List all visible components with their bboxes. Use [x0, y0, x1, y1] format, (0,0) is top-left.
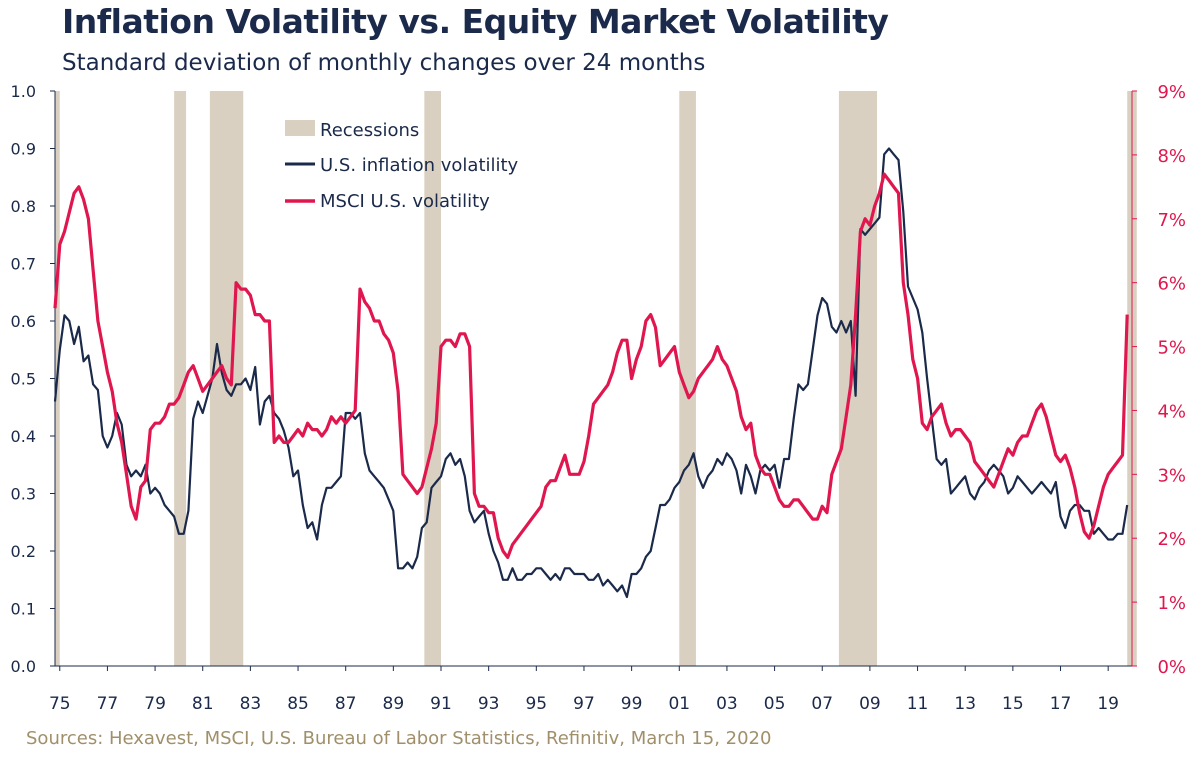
x-tick-label: 09 — [859, 694, 881, 714]
y-left-tick-label: 0.9 — [11, 140, 36, 159]
source-note: Sources: Hexavest, MSCI, U.S. Bureau of … — [26, 728, 772, 749]
y-left-tick-label: 0.0 — [11, 657, 36, 676]
x-tick-label: 95 — [525, 694, 547, 714]
x-tick-label: 05 — [764, 694, 786, 714]
x-tick-label: 13 — [954, 694, 976, 714]
legend-label-inflation: U.S. inflation volatility — [320, 155, 519, 176]
y-left-tick-label: 0.6 — [11, 312, 36, 331]
legend-label-recessions: Recessions — [320, 120, 419, 141]
x-tick-label: 87 — [335, 694, 357, 714]
x-tick-label: 93 — [478, 694, 500, 714]
y-left-tick-label: 0.2 — [11, 542, 36, 561]
y-left-tick-label: 0.8 — [11, 197, 36, 216]
x-tick-label: 91 — [430, 694, 452, 714]
recession-band-1 — [174, 91, 187, 666]
chart-subtitle: Standard deviation of monthly changes ov… — [62, 50, 706, 76]
y-left-tick-label: 0.3 — [11, 485, 36, 504]
y-right-tick-label: 6% — [1157, 274, 1186, 295]
x-tick-label: 07 — [811, 694, 833, 714]
recession-band-4 — [679, 91, 696, 666]
x-tick-label: 97 — [573, 694, 595, 714]
y-left-tick-label: 0.1 — [11, 600, 36, 619]
x-tick-label: 15 — [1002, 694, 1024, 714]
y-right-tick-label: 1% — [1157, 593, 1186, 614]
y-left-tick-label: 0.7 — [11, 255, 36, 274]
y-right-tick-label: 4% — [1157, 401, 1186, 422]
recession-band-5 — [838, 91, 878, 666]
x-tick-label: 01 — [668, 694, 690, 714]
series-line-inflation — [53, 147, 1129, 599]
y-right-tick-label: 8% — [1157, 146, 1186, 167]
y-right-tick-label: 3% — [1157, 465, 1186, 486]
y-right-tick-label: 7% — [1157, 210, 1186, 231]
series-line-msci — [53, 172, 1129, 559]
x-tick-label: 99 — [621, 694, 643, 714]
x-tick-label: 83 — [240, 694, 262, 714]
y-right-tick-label: 2% — [1157, 529, 1186, 550]
x-tick-label: 17 — [1050, 694, 1072, 714]
x-tick-label: 75 — [49, 694, 71, 714]
y-left-tick-label: 1.0 — [11, 82, 36, 101]
y-right-tick-label: 5% — [1157, 338, 1186, 359]
chart-title: Inflation Volatility vs. Equity Market V… — [62, 2, 889, 41]
x-tick-label: 19 — [1097, 694, 1119, 714]
y-left-tick-label: 0.4 — [11, 427, 36, 446]
x-tick-label: 77 — [97, 694, 119, 714]
x-tick-label: 89 — [383, 694, 405, 714]
legend-label-msci: MSCI U.S. volatility — [320, 191, 490, 212]
y-right-tick-label: 0% — [1157, 657, 1186, 678]
x-tick-label: 81 — [192, 694, 214, 714]
recession-band-3 — [424, 91, 442, 666]
x-tick-label: 03 — [716, 694, 738, 714]
x-tick-label: 85 — [287, 694, 309, 714]
x-tick-label: 11 — [907, 694, 929, 714]
x-tick-label: 79 — [144, 694, 166, 714]
y-left-tick-label: 0.5 — [11, 370, 36, 389]
legend-swatch-recessions — [285, 120, 315, 136]
y-right-tick-label: 9% — [1157, 82, 1186, 103]
